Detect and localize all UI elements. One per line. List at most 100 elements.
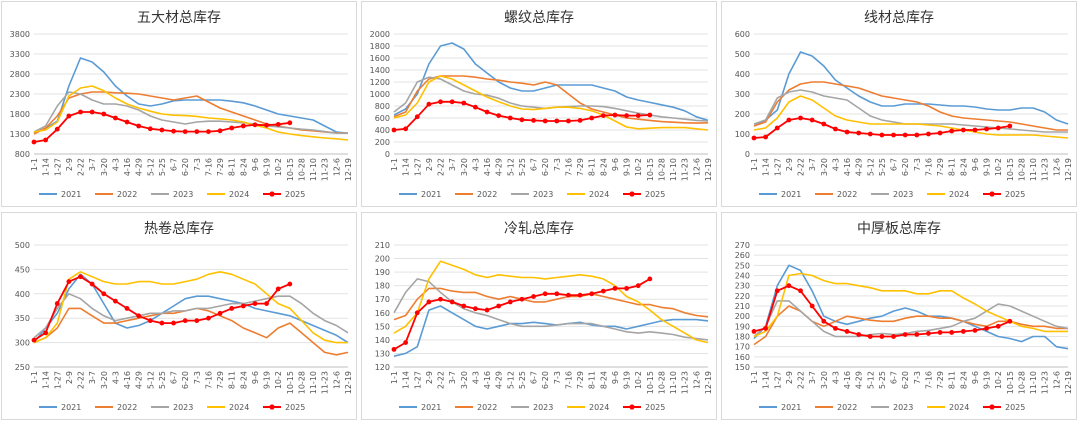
data-point-2025 [519, 117, 525, 123]
x-tick-label: 4-3 [831, 371, 840, 384]
y-tick-label: 240 [735, 272, 750, 281]
data-point-2025 [577, 292, 583, 298]
data-point-2025 [113, 298, 118, 304]
y-tick-label: 130 [375, 349, 390, 358]
data-point-2025 [507, 115, 513, 121]
x-tick-label: 1-14 [402, 158, 411, 176]
series-line-2024 [33, 85, 349, 141]
y-tick-label: 160 [375, 309, 390, 318]
x-tick-label: 4-16 [123, 158, 132, 176]
x-tick-label: 6-20 [181, 158, 190, 176]
data-point-2025 [902, 132, 908, 138]
data-point-2025 [461, 303, 467, 309]
data-point-2025 [449, 299, 455, 305]
x-tick-label: 10-15 [646, 158, 655, 181]
x-tick-label: 11-10 [1029, 371, 1038, 394]
x-tick-label: 4-29 [495, 158, 504, 176]
x-tick-label: 4-3 [111, 158, 120, 171]
legend-label-2022: 2022 [117, 190, 137, 199]
legend-label-2025: 2025 [1005, 190, 1025, 199]
data-point-2025 [972, 328, 978, 333]
data-point-2025 [113, 115, 118, 121]
x-tick-label: 1-1 [390, 371, 399, 384]
x-tick-label: 7-16 [924, 371, 933, 389]
data-point-2025 [136, 313, 142, 319]
y-tick-label: 500 [735, 50, 750, 59]
y-tick-label: 210 [735, 302, 750, 311]
data-point-2025 [89, 109, 95, 115]
y-tick-label: 2800 [10, 70, 30, 79]
x-tick-label: 8-24 [599, 371, 608, 389]
x-tick-label: 7-3 [553, 371, 562, 384]
y-tick-label: 100 [735, 130, 750, 139]
chart-svg-4: 热卷总库存 250 300 350 400 450 500 1-1 1-14 1-27 2-9 2-2… [15, 221, 353, 412]
x-tick-label: 10-28 [1017, 371, 1026, 394]
legend-label-2021: 2021 [61, 403, 81, 412]
x-tick-label: 5-25 [518, 371, 527, 389]
x-tick-label: 1-27 [53, 158, 62, 176]
legend-label-2022: 2022 [477, 403, 497, 412]
x-tick-label: 5-12 [866, 371, 875, 389]
x-tick-label: 5-12 [506, 158, 515, 176]
x-tick-label: 3-7 [448, 158, 457, 171]
y-tick-label: 190 [375, 268, 390, 277]
legend-label-2023: 2023 [893, 403, 913, 412]
x-tick-label: 9-19 [983, 158, 992, 176]
data-point-2025 [287, 281, 293, 287]
y-tick-label: 1200 [370, 78, 390, 87]
data-point-2025 [612, 285, 618, 291]
data-point-2025 [414, 310, 420, 316]
x-tick-label: 6-7 [890, 371, 899, 384]
y-tick-label: 350 [15, 314, 30, 323]
data-point-2025 [414, 114, 420, 120]
x-tick-label: 10-28 [297, 158, 306, 181]
data-point-2025 [879, 334, 885, 339]
series-line-2024 [753, 95, 1069, 139]
legend-label-2021: 2021 [421, 190, 441, 199]
legend-marker-2025 [269, 404, 275, 410]
series-line-2021 [393, 305, 709, 357]
x-tick-label: 4-3 [471, 371, 480, 384]
data-point-2025 [960, 127, 966, 133]
x-tick-label: 11-23 [321, 371, 330, 394]
data-point-2025 [101, 111, 107, 117]
data-point-2025 [612, 112, 618, 118]
legend-label-2021: 2021 [781, 403, 801, 412]
x-tick-label: 3-20 [460, 158, 469, 176]
x-tick-label: 12-19 [1064, 371, 1073, 394]
data-point-2025 [252, 122, 258, 128]
x-tick-label: 1-27 [773, 371, 782, 389]
x-tick-label: 2-9 [65, 371, 74, 384]
data-point-2025 [902, 332, 908, 337]
x-tick-label: 3-20 [460, 371, 469, 389]
data-point-2025 [473, 104, 478, 110]
chart-title: 冷轧总库存 [504, 221, 574, 237]
data-point-2025 [949, 330, 955, 335]
data-point-2025 [937, 330, 943, 335]
series-line-2021 [753, 51, 1069, 127]
y-tick-label: 120 [375, 363, 390, 372]
data-point-2025 [1007, 123, 1013, 129]
series-line-2023 [33, 293, 349, 339]
x-tick-label: 3-20 [100, 158, 109, 176]
data-point-2025 [507, 299, 513, 305]
x-tick-label: 8-24 [599, 158, 608, 176]
y-tick-label: 200 [735, 110, 750, 119]
chart-panel-1: 五大材总库存 800 1300 1800 2300 2800 3300 3800 1-1 1-14… [1, 1, 357, 207]
data-point-2025 [519, 296, 525, 302]
data-point-2025 [426, 299, 432, 305]
series-line-2021 [33, 273, 349, 344]
x-tick-label: 7-16 [564, 158, 573, 176]
x-tick-label: 1-1 [750, 371, 759, 384]
data-point-2025 [798, 115, 803, 121]
data-point-2025 [54, 126, 60, 132]
x-tick-label: 7-29 [936, 371, 945, 389]
x-tick-label: 4-16 [123, 371, 132, 389]
x-tick-label: 1-1 [750, 158, 759, 171]
legend-marker-2025 [989, 404, 995, 410]
legend-label-2024: 2024 [949, 190, 969, 199]
legend-label-2023: 2023 [173, 403, 193, 412]
data-point-2025 [786, 117, 792, 123]
legend-label-2025: 2025 [645, 403, 665, 412]
